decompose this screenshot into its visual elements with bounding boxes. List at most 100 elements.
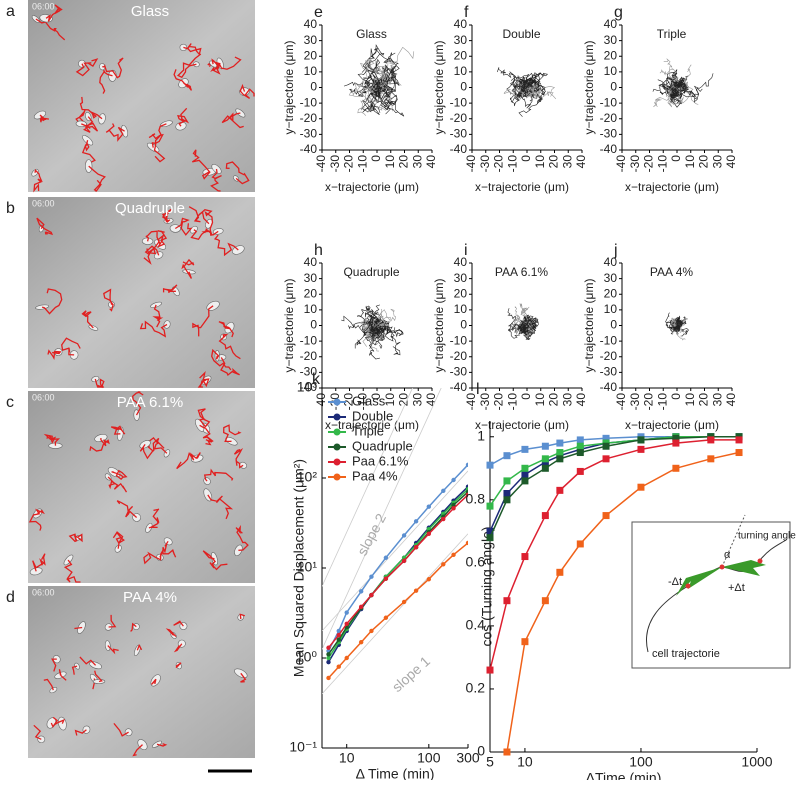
- x-tick-label: 1000: [741, 754, 772, 770]
- marker: [637, 436, 645, 444]
- marker: [541, 597, 549, 605]
- marker: [576, 467, 584, 475]
- y-tick-label: -30: [300, 127, 318, 141]
- trajectories: [343, 44, 415, 117]
- y-tick-label: 20: [454, 48, 468, 62]
- cell-track: [81, 140, 96, 163]
- y-tick-label: 0: [460, 80, 467, 94]
- y-axis-label: y−trajectorie (μm): [282, 279, 296, 373]
- x-tick-label: -10: [655, 155, 669, 173]
- cell-track: [132, 744, 143, 757]
- legend-marker: [333, 473, 341, 481]
- cell-track: [175, 662, 182, 669]
- y-tick-label: 20: [454, 286, 468, 300]
- marker: [486, 461, 494, 469]
- x-tick-label: -40: [314, 393, 328, 411]
- marker: [383, 576, 389, 581]
- trajectory: [665, 86, 684, 105]
- x-tick-label: 20: [697, 393, 711, 407]
- trajectories: [665, 312, 689, 341]
- cell-track: [148, 508, 160, 529]
- cell-track: [81, 122, 99, 133]
- marker: [451, 552, 456, 558]
- marker: [503, 597, 511, 605]
- cell-track: [156, 743, 168, 747]
- marker: [344, 610, 349, 615]
- marker: [541, 442, 549, 450]
- cell-track: [197, 408, 211, 429]
- marker: [441, 488, 446, 494]
- x-tick-label: 100: [417, 750, 441, 766]
- trajectory: [349, 85, 378, 97]
- marker: [486, 534, 494, 542]
- y-tick-label: 10⁰: [296, 649, 318, 665]
- marker: [521, 553, 529, 561]
- panel-letter: a: [6, 3, 15, 20]
- cell-track: [130, 622, 137, 632]
- panel-letter: i: [464, 242, 468, 259]
- y-tick-label: -20: [450, 111, 468, 125]
- cell-track: [41, 288, 63, 315]
- y-tick-label: 10: [604, 64, 618, 78]
- trajectory: [526, 317, 539, 328]
- cell-track: [191, 149, 211, 180]
- cell-track: [197, 371, 210, 388]
- y-tick-label: 40: [454, 17, 468, 31]
- x-tick-label: 300: [456, 750, 480, 766]
- y-tick-label: 0: [610, 80, 617, 94]
- cells: [28, 391, 249, 583]
- cell: [104, 623, 113, 631]
- marker: [426, 577, 432, 582]
- cells: [33, 613, 248, 757]
- x-tick-label: 0: [519, 393, 533, 400]
- y-tick-label: 40: [304, 255, 318, 269]
- y-tick-label: 30: [304, 271, 318, 285]
- cells: [35, 206, 245, 389]
- x-axis-label: ΔTime (min): [586, 770, 662, 780]
- marker: [326, 645, 331, 650]
- y-tick-label: -30: [450, 127, 468, 141]
- y-tick-label: 0.6: [466, 554, 486, 570]
- marker: [503, 477, 511, 485]
- plot-title: Glass: [356, 27, 387, 41]
- y-axis-label: y−trajectorie (μm): [432, 41, 446, 135]
- marker: [672, 439, 680, 447]
- marker: [602, 512, 610, 520]
- y-tick-label: 10¹: [297, 559, 318, 575]
- legend-label: Double: [352, 408, 393, 423]
- marker: [336, 628, 341, 634]
- marker: [451, 477, 456, 483]
- marker: [413, 519, 419, 524]
- cell-track: [173, 643, 183, 653]
- cell-track: [145, 230, 160, 254]
- y-tick-label: -10: [600, 333, 618, 347]
- marker: [441, 516, 446, 522]
- cell: [163, 320, 171, 329]
- legend-label: Glass: [352, 393, 386, 408]
- marker: [556, 449, 564, 457]
- marker: [707, 455, 715, 463]
- marker: [426, 531, 432, 536]
- guide-line: [322, 470, 468, 632]
- y-tick-label: -10: [450, 333, 468, 347]
- cell-track: [221, 112, 244, 129]
- series-line: [327, 464, 468, 652]
- marker: [503, 496, 511, 504]
- x-tick-label: 20: [547, 155, 561, 169]
- trajectory: [653, 83, 678, 108]
- cells: [31, 4, 255, 193]
- cell-track: [153, 123, 167, 163]
- inset-text: -Δt: [668, 576, 682, 588]
- legend-marker: [333, 398, 341, 406]
- cell-track: [202, 427, 214, 446]
- cell-track: [181, 258, 195, 279]
- trajectories: [507, 303, 539, 340]
- cell: [98, 113, 106, 125]
- trajectories: [652, 58, 714, 108]
- cell-track: [107, 645, 119, 655]
- cell: [114, 544, 122, 553]
- y-axis-label: y−trajectorie (μm): [432, 279, 446, 373]
- cell-track: [177, 107, 190, 127]
- cell-track: [63, 559, 81, 583]
- x-tick-label: 30: [710, 155, 724, 169]
